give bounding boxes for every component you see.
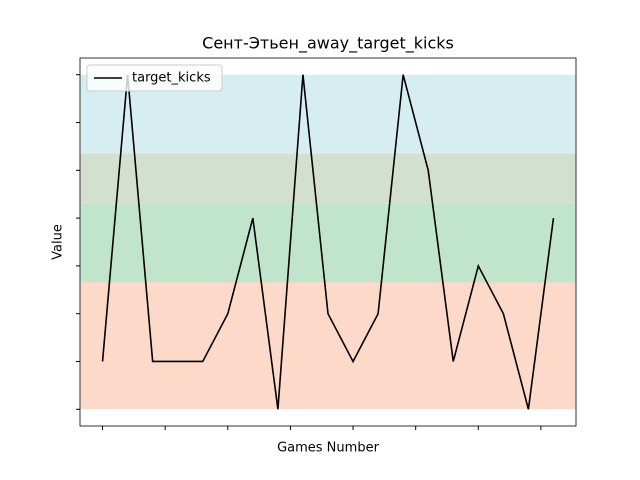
line [101, 74, 555, 410]
plot-frame [79, 57, 577, 427]
band [80, 203, 576, 283]
y-axis-label: Value [51, 224, 66, 260]
x-axis-label: Games Number [277, 441, 379, 456]
chart-title: Сент-Этьен_away_target_kicks [202, 34, 454, 54]
legend-box [86, 64, 223, 92]
legend-label: target_kicks [132, 71, 211, 86]
band [80, 153, 576, 204]
band [80, 282, 576, 410]
